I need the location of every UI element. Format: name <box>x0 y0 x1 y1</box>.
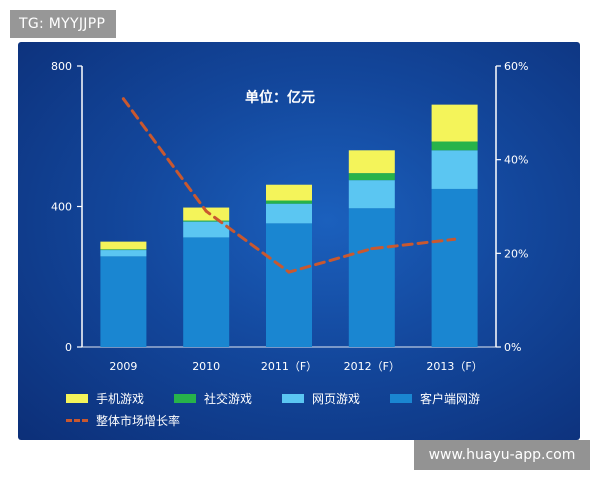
bar-segment-web <box>100 250 147 257</box>
bar-segment-web <box>348 180 395 209</box>
bar-segment-web <box>266 203 312 224</box>
left-tick-label: 400 <box>51 201 72 214</box>
bar-segment-mobile <box>431 104 478 142</box>
right-tick-label: 0% <box>504 341 521 354</box>
x-tick-label: 2013（F） <box>426 360 482 373</box>
growth-rate-point <box>370 247 374 251</box>
x-tick-label: 2009 <box>109 360 137 373</box>
bar-segment-client <box>431 188 478 347</box>
growth-rate-point <box>287 270 291 274</box>
bar-segment-mobile <box>183 207 230 221</box>
watermark-top-left: TG: MYYJJPP <box>10 10 117 38</box>
legend-label-social: 社交游戏 <box>204 391 253 406</box>
watermark-bottom-right: www.huayu-app.com <box>414 440 590 470</box>
bar-segment-client <box>348 208 395 347</box>
bar-segment-mobile <box>266 184 312 201</box>
legend-item-social: 社交游戏 <box>174 390 282 407</box>
bar-segment-social <box>183 220 230 222</box>
bar-segment-web <box>431 150 478 189</box>
legend-item-growth: 整体市场增长率 <box>66 412 266 429</box>
legend-swatch-mobile <box>66 393 88 403</box>
x-tick-label: 2010 <box>192 360 220 373</box>
bar-segment-client <box>183 237 230 347</box>
right-tick-label: 60% <box>504 60 528 73</box>
legend-label-client: 客户端网游 <box>420 391 481 406</box>
legend-item-mobile: 手机游戏 <box>66 390 174 407</box>
bar-segment-social <box>348 173 395 181</box>
left-tick-label: 0 <box>65 341 72 354</box>
legend-item-web: 网页游戏 <box>282 390 390 407</box>
chart-title: 单位：亿元 <box>245 89 315 106</box>
legend-label-mobile: 手机游戏 <box>96 391 145 406</box>
x-tick-label: 2012（F） <box>344 360 400 373</box>
legend-row-1: 手机游戏 社交游戏 网页游戏 客户端网游 <box>66 388 546 408</box>
bar-segment-social <box>431 141 478 151</box>
bar-segment-mobile <box>100 241 147 250</box>
bar-segment-client <box>100 256 147 347</box>
bar-segment-mobile <box>348 150 395 174</box>
chart-svg: 0 400 800 0% 20% 40% 60% 单位：亿元 2009 2010 2011（F） 20… <box>51 60 528 373</box>
right-tick-label: 20% <box>504 247 528 260</box>
x-tick-label: 2011（F） <box>261 360 317 373</box>
legend-swatch-client <box>390 393 412 403</box>
growth-rate-point <box>121 97 125 101</box>
legend-item-client: 客户端网游 <box>390 390 498 407</box>
legend-label-web: 网页游戏 <box>312 391 361 406</box>
growth-rate-point <box>204 209 208 213</box>
chart-legend: 手机游戏 社交游戏 网页游戏 客户端网游 整体市场增长率 <box>66 388 546 432</box>
growth-rate-point <box>453 237 457 241</box>
bar-segment-client <box>266 223 312 347</box>
left-tick-label: 800 <box>51 60 72 73</box>
legend-row-2: 整体市场增长率 <box>66 410 546 430</box>
bar-segment-social <box>100 249 147 251</box>
legend-swatch-web <box>282 393 304 403</box>
right-tick-label: 40% <box>504 154 528 167</box>
chart-panel: 0 400 800 0% 20% 40% 60% 单位：亿元 2009 2010 2011（F） 20… <box>18 42 580 440</box>
bar-segment-social <box>266 200 312 204</box>
legend-swatch-social <box>174 393 196 403</box>
legend-label-growth: 整体市场增长率 <box>96 413 181 428</box>
legend-swatch-growth <box>66 418 88 422</box>
bar-segment-web <box>183 221 230 238</box>
